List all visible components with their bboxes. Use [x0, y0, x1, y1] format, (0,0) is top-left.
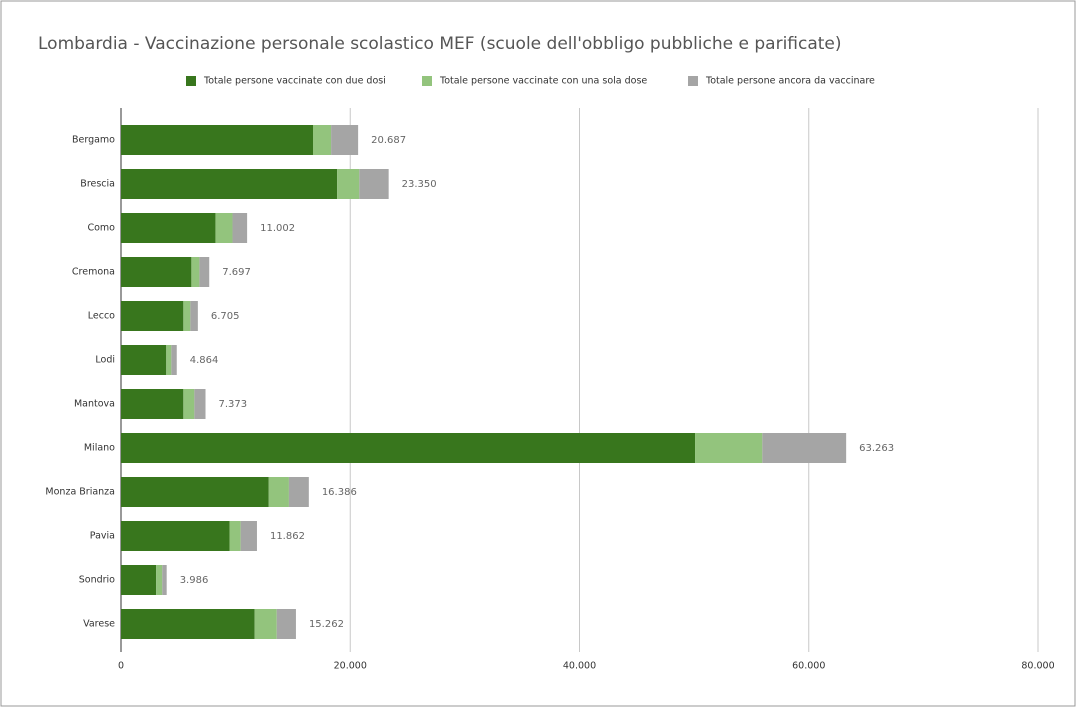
- x-tick-label: 60.000: [792, 661, 825, 672]
- x-tick-label: 20.000: [334, 661, 367, 672]
- bar-segment: [121, 213, 216, 243]
- y-tick-label: Lodi: [95, 355, 115, 366]
- bar-segment: [183, 301, 191, 331]
- bar-segment: [156, 565, 163, 595]
- bar-segment: [121, 345, 167, 375]
- bar-segment: [276, 609, 296, 639]
- x-tick-label: 0: [118, 661, 124, 672]
- bar-segment: [288, 477, 309, 507]
- x-tick-label: 80.000: [1021, 661, 1054, 672]
- y-tick-label: Brescia: [80, 179, 115, 190]
- y-tick-label: Lecco: [88, 311, 115, 322]
- legend-label: Totale persone ancora da vaccinare: [705, 76, 875, 87]
- total-label: 7.697: [222, 267, 251, 278]
- legend-label: Totale persone vaccinate con due dosi: [203, 76, 386, 87]
- legend-label: Totale persone vaccinate con una sola do…: [439, 76, 647, 87]
- bar-segment: [337, 169, 360, 199]
- bar-segment: [312, 125, 332, 155]
- bar-segment: [121, 477, 269, 507]
- bar-segment: [240, 521, 257, 551]
- y-tick-label: Bergamo: [72, 135, 115, 146]
- total-label: 6.705: [211, 311, 240, 322]
- chart-title: Lombardia - Vaccinazione personale scola…: [38, 34, 842, 54]
- bar-segment: [121, 433, 696, 463]
- bar-segment: [183, 389, 195, 419]
- bar-segment: [121, 169, 338, 199]
- bar-segment: [229, 521, 241, 551]
- total-label: 11.862: [270, 531, 305, 542]
- y-tick-label: Sondrio: [79, 575, 115, 586]
- total-label: 3.986: [180, 575, 209, 586]
- legend-swatch: [688, 76, 698, 86]
- bar-segment: [166, 345, 172, 375]
- total-label: 20.687: [371, 135, 406, 146]
- total-label: 4.864: [190, 355, 219, 366]
- y-tick-label: Milano: [84, 443, 115, 454]
- total-label: 63.263: [859, 443, 894, 454]
- bar-segment: [254, 609, 277, 639]
- bar-segment: [199, 257, 210, 287]
- bar-segment: [121, 301, 184, 331]
- bar-segment: [121, 609, 255, 639]
- y-tick-label: Mantova: [74, 399, 115, 410]
- bar-segment: [121, 565, 157, 595]
- bar-segment: [331, 125, 359, 155]
- bar-segment: [194, 389, 206, 419]
- bar-segment: [190, 301, 198, 331]
- y-tick-label: Varese: [83, 619, 115, 630]
- bar-segment: [121, 389, 184, 419]
- total-label: 16.386: [322, 487, 357, 498]
- bar-segment: [121, 257, 192, 287]
- bar-segment: [121, 125, 313, 155]
- bar-segment: [171, 345, 177, 375]
- bar-segment: [762, 433, 847, 463]
- bar-segment: [191, 257, 200, 287]
- y-tick-label: Monza Brianza: [45, 487, 115, 498]
- legend-swatch: [422, 76, 432, 86]
- bar-segment: [162, 565, 167, 595]
- bar-segment: [232, 213, 248, 243]
- x-tick-label: 40.000: [563, 661, 596, 672]
- total-label: 11.002: [260, 223, 295, 234]
- y-tick-label: Cremona: [72, 267, 115, 278]
- total-label: 7.373: [219, 399, 248, 410]
- total-label: 15.262: [309, 619, 344, 630]
- y-tick-label: Pavia: [90, 531, 115, 542]
- legend-swatch: [186, 76, 196, 86]
- bar-segment: [268, 477, 289, 507]
- bar-segment: [215, 213, 233, 243]
- bar-segment: [359, 169, 389, 199]
- bar-segment: [121, 521, 230, 551]
- bar-segment: [695, 433, 763, 463]
- total-label: 23.350: [402, 179, 437, 190]
- y-tick-label: Como: [87, 223, 115, 234]
